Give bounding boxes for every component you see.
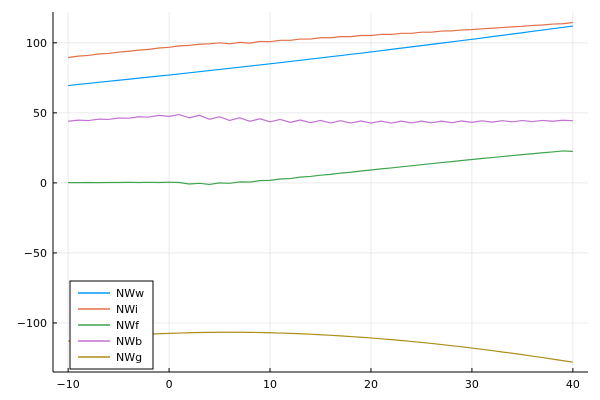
legend-label-nww: NWw — [116, 287, 144, 300]
series-line-nwi — [68, 21, 573, 59]
y-tick-label: 100 — [26, 37, 47, 50]
x-tick-label: 40 — [566, 378, 580, 391]
legend-label-nwi: NWi — [116, 303, 138, 316]
legend-label-nwg: NWg — [116, 351, 142, 364]
x-tick-label: 0 — [166, 378, 173, 391]
series-line-nwf — [68, 150, 573, 186]
x-tick-label: 10 — [263, 378, 277, 391]
y-tick-label: −100 — [17, 317, 47, 330]
y-tick-label: 0 — [40, 177, 47, 190]
axes — [52, 12, 588, 373]
legend: NWw NWi NWf NWb NWg — [69, 280, 154, 370]
x-tick-label: −10 — [57, 378, 80, 391]
y-tick-label: −50 — [24, 247, 47, 260]
x-tick-label: 30 — [465, 378, 479, 391]
y-tick-label: 50 — [33, 107, 47, 120]
legend-label-nwb: NWb — [116, 335, 142, 348]
series-line-nwb — [68, 113, 573, 124]
series-line-nww — [68, 25, 573, 87]
legend-label-nwf: NWf — [116, 319, 140, 332]
x-tick-label: 20 — [364, 378, 378, 391]
